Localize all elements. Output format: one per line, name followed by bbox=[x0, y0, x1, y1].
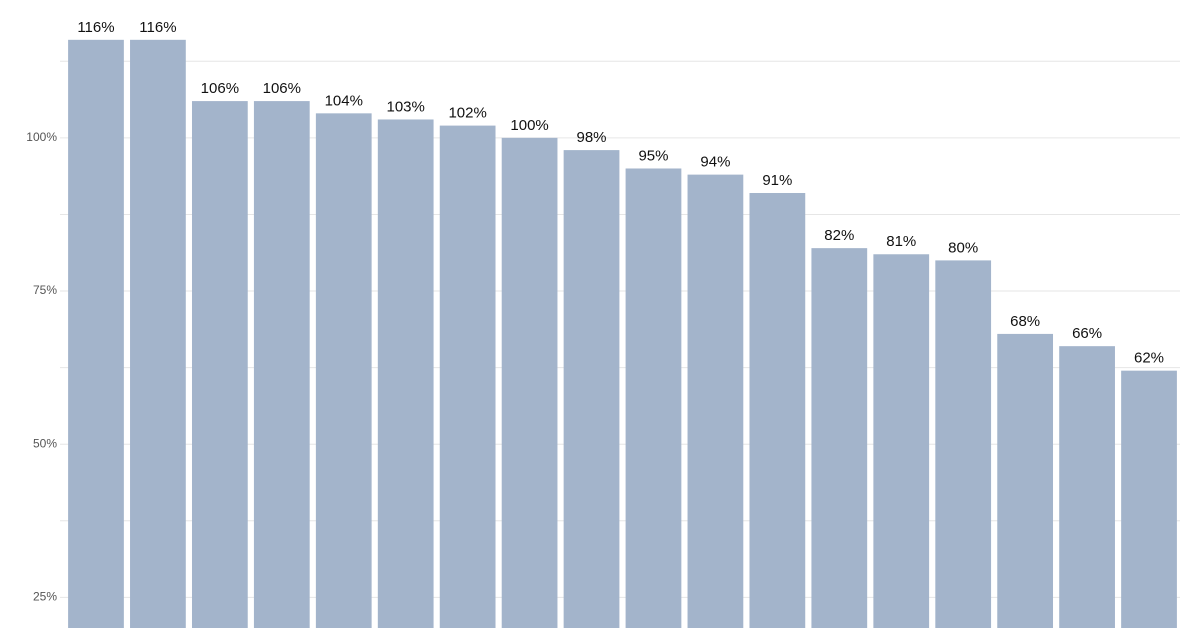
bar bbox=[1121, 370, 1177, 628]
y-tick-label: 25% bbox=[33, 590, 57, 604]
value-label: 104% bbox=[325, 92, 363, 109]
value-label: 102% bbox=[448, 105, 486, 122]
value-label: 98% bbox=[577, 129, 607, 146]
bar bbox=[130, 39, 186, 628]
bar bbox=[873, 254, 930, 628]
value-label: 91% bbox=[762, 172, 792, 189]
bar bbox=[1059, 346, 1115, 628]
value-label: 106% bbox=[263, 80, 301, 97]
bar bbox=[687, 174, 744, 628]
value-label: 62% bbox=[1134, 350, 1164, 367]
value-label: 80% bbox=[948, 239, 978, 256]
value-label: 82% bbox=[824, 227, 854, 244]
value-label: 100% bbox=[510, 117, 548, 134]
bar bbox=[439, 125, 496, 628]
bar bbox=[315, 113, 372, 628]
bar bbox=[253, 101, 310, 628]
bar bbox=[501, 137, 558, 628]
value-label: 116% bbox=[139, 19, 176, 36]
value-label: 66% bbox=[1072, 325, 1102, 342]
bar bbox=[811, 248, 868, 628]
value-label: 95% bbox=[638, 147, 668, 164]
bar bbox=[625, 168, 682, 628]
bar bbox=[191, 101, 248, 628]
bar bbox=[997, 333, 1054, 628]
bar bbox=[68, 39, 124, 628]
y-tick-label: 75% bbox=[33, 283, 57, 297]
bar bbox=[563, 150, 620, 628]
value-label: 68% bbox=[1010, 313, 1040, 330]
value-label: 103% bbox=[387, 98, 425, 115]
y-tick-label: 50% bbox=[33, 436, 57, 450]
bar bbox=[935, 260, 992, 628]
value-label: 94% bbox=[700, 154, 730, 171]
bar bbox=[749, 192, 806, 628]
value-label: 116% bbox=[77, 19, 114, 36]
y-tick-label: 100% bbox=[26, 130, 57, 144]
bar bbox=[377, 119, 434, 628]
value-label: 106% bbox=[201, 80, 239, 97]
value-label: 81% bbox=[886, 233, 916, 250]
